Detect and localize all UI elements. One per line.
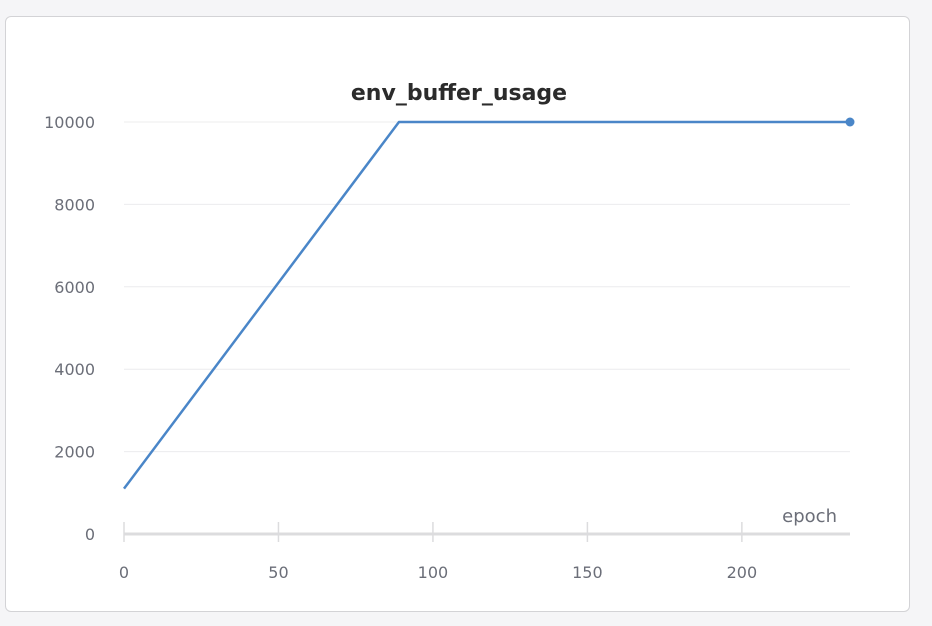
x-axis: 0 50 100 150 200 [119, 522, 850, 582]
chart-title: env_buffer_usage [351, 81, 567, 106]
y-tick-label: 6000 [54, 278, 95, 297]
x-tick-label: 100 [418, 563, 449, 582]
x-tick-label: 50 [268, 563, 288, 582]
chart-panel [5, 16, 910, 612]
y-axis: 0 2000 4000 6000 8000 10000 [44, 113, 95, 544]
x-tick-label: 0 [119, 563, 129, 582]
y-tick-label: 0 [85, 525, 95, 544]
grid-lines [124, 121, 850, 453]
x-tick-label: 150 [572, 563, 603, 582]
x-axis-label: epoch [782, 506, 837, 527]
y-tick-label: 10000 [44, 113, 95, 132]
y-tick-label: 8000 [54, 195, 95, 214]
series-layer [122, 117, 855, 490]
y-tick-label: 4000 [54, 360, 95, 379]
x-tick-label: 200 [727, 563, 758, 582]
y-tick-label: 2000 [54, 443, 95, 462]
series-line [122, 120, 850, 490]
series-end-point [845, 117, 855, 127]
